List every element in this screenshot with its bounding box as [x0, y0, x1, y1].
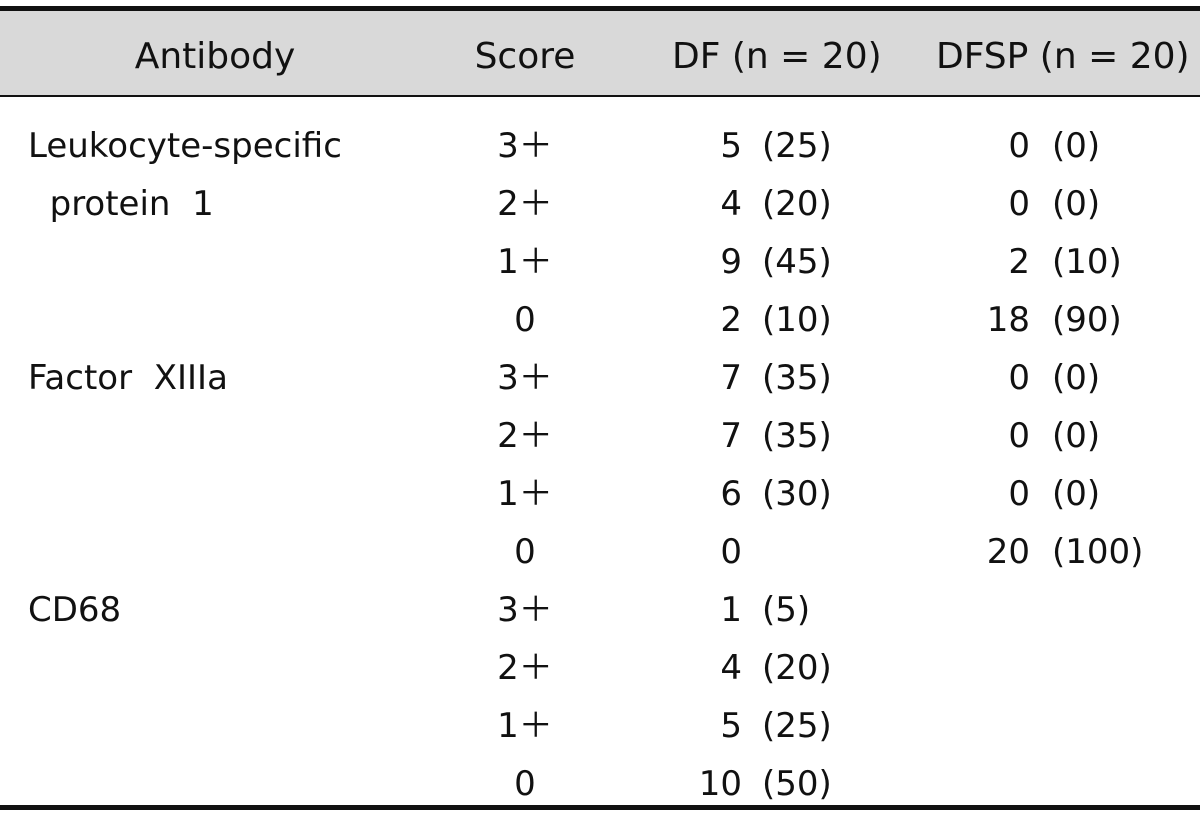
cell-dfsp-percent: (0)	[1052, 474, 1101, 514]
cell-score: 1＋	[497, 706, 553, 746]
cell-dfsp-percent: (100)	[1052, 532, 1144, 572]
table-body: Leukocyte-specific 3＋ 5 (25) 0 (0) protein 1 2…	[0, 97, 1200, 805]
cell-dfsp-percent: (0)	[1052, 416, 1101, 456]
cell-antibody: CD68	[28, 590, 122, 630]
cell-score: 1＋	[497, 474, 553, 514]
cell-df-count: 2	[720, 300, 742, 340]
cell-df-count: 1	[720, 590, 742, 630]
cell-score: 2＋	[497, 648, 553, 688]
cell-df-percent: (20)	[762, 648, 832, 688]
cell-df-count: 10	[698, 764, 742, 804]
table-row: 2＋ 4 (20)	[0, 639, 1200, 697]
table-row: CD68 3＋ 1 (5)	[0, 581, 1200, 639]
cell-df-percent: (5)	[762, 590, 811, 630]
cell-df-percent: (10)	[762, 300, 832, 340]
cell-dfsp-count: 0	[1008, 416, 1030, 456]
cell-df-percent: (30)	[762, 474, 832, 514]
cell-dfsp-percent: (0)	[1052, 126, 1101, 166]
cell-dfsp-count: 0	[1008, 184, 1030, 224]
table-row: 1＋ 9 (45) 2 (10)	[0, 233, 1200, 291]
cell-df-count: 5	[720, 706, 742, 746]
cell-df-percent: (50)	[762, 764, 832, 804]
cell-df-count: 0	[720, 532, 742, 572]
table-row: protein 1 2＋ 4 (20) 0 (0)	[0, 175, 1200, 233]
cell-score: 1＋	[497, 242, 553, 282]
cell-df-percent: (25)	[762, 126, 832, 166]
cell-score: 0	[514, 532, 536, 572]
cell-dfsp-percent: (10)	[1052, 242, 1122, 282]
cell-antibody: Factor XIIIa	[28, 358, 228, 398]
cell-df-percent: (20)	[762, 184, 832, 224]
cell-df-count: 5	[720, 126, 742, 166]
table-row: Factor XIIIa 3＋ 7 (35) 0 (0)	[0, 349, 1200, 407]
cell-df-count: 4	[720, 648, 742, 688]
cell-score: 0	[514, 300, 536, 340]
header-antibody: Antibody	[134, 36, 296, 77]
cell-dfsp-count: 18	[986, 300, 1030, 340]
cell-df-percent: (35)	[762, 416, 832, 456]
cell-antibody: protein 1	[28, 184, 214, 224]
header-df: DF (n = 20)	[672, 36, 882, 77]
cell-score: 0	[514, 764, 536, 804]
cell-df-percent: (45)	[762, 242, 832, 282]
cell-dfsp-percent: (0)	[1052, 358, 1101, 398]
results-table: Antibody Score DF (n = 20) DFSP (n = 20)…	[0, 6, 1200, 810]
cell-score: 2＋	[497, 184, 553, 224]
cell-df-count: 7	[720, 358, 742, 398]
cell-df-count: 9	[720, 242, 742, 282]
header-score: Score	[474, 36, 576, 77]
table-row: 0 2 (10) 18 (90)	[0, 291, 1200, 349]
table-header: Antibody Score DF (n = 20) DFSP (n = 20)	[0, 11, 1200, 97]
table-row: 0 10 (50)	[0, 755, 1200, 813]
table-row: Leukocyte-specific 3＋ 5 (25) 0 (0)	[0, 117, 1200, 175]
table-row: 1＋ 5 (25)	[0, 697, 1200, 755]
cell-dfsp-count: 2	[1008, 242, 1030, 282]
table-row: 1＋ 6 (30) 0 (0)	[0, 465, 1200, 523]
cell-antibody: Leukocyte-specific	[28, 126, 342, 166]
cell-score: 3＋	[497, 590, 553, 630]
cell-df-percent: (35)	[762, 358, 832, 398]
cell-dfsp-count: 0	[1008, 126, 1030, 166]
cell-df-percent: (25)	[762, 706, 832, 746]
bottom-rule	[0, 805, 1200, 810]
top-rule	[0, 6, 1200, 11]
cell-score: 2＋	[497, 416, 553, 456]
cell-df-count: 6	[720, 474, 742, 514]
cell-dfsp-percent: (90)	[1052, 300, 1122, 340]
cell-score: 3＋	[497, 358, 553, 398]
cell-dfsp-count: 0	[1008, 474, 1030, 514]
cell-score: 3＋	[497, 126, 553, 166]
cell-df-count: 7	[720, 416, 742, 456]
cell-df-count: 4	[720, 184, 742, 224]
cell-dfsp-count: 0	[1008, 358, 1030, 398]
cell-dfsp-percent: (0)	[1052, 184, 1101, 224]
cell-dfsp-count: 20	[986, 532, 1030, 572]
header-dfsp: DFSP (n = 20)	[936, 36, 1190, 77]
table-row: 0 0 20 (100)	[0, 523, 1200, 581]
table-row: 2＋ 7 (35) 0 (0)	[0, 407, 1200, 465]
